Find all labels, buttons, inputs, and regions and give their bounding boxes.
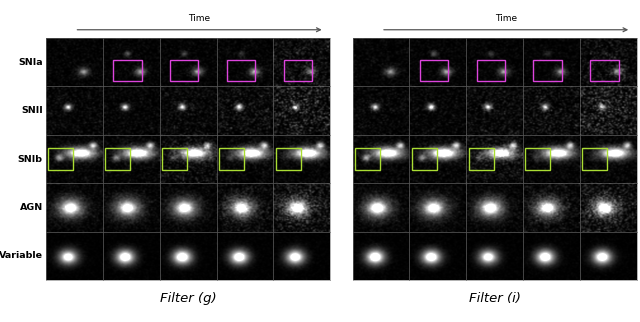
Text: Time: Time [188, 14, 211, 23]
Bar [477, 60, 505, 80]
Text: AGN: AGN [20, 203, 43, 212]
Bar [227, 60, 255, 80]
Text: SNIb: SNIb [18, 155, 43, 164]
Text: SNII: SNII [21, 106, 43, 115]
Bar [219, 148, 244, 170]
Bar [284, 60, 312, 80]
Text: Filter (i): Filter (i) [468, 292, 521, 306]
Text: Time: Time [495, 14, 517, 23]
Bar [525, 148, 550, 170]
Bar [590, 60, 619, 80]
Bar [113, 60, 141, 80]
Bar [420, 60, 448, 80]
Bar [170, 60, 198, 80]
Bar [533, 60, 562, 80]
Bar [355, 148, 380, 170]
Bar [412, 148, 436, 170]
Bar [582, 148, 607, 170]
Bar [105, 148, 130, 170]
Text: SNIa: SNIa [18, 58, 43, 67]
Bar [468, 148, 493, 170]
Text: Filter (g): Filter (g) [160, 292, 216, 306]
Bar [162, 148, 187, 170]
Bar [276, 148, 301, 170]
Text: Variable: Variable [0, 251, 43, 260]
Bar [49, 148, 74, 170]
